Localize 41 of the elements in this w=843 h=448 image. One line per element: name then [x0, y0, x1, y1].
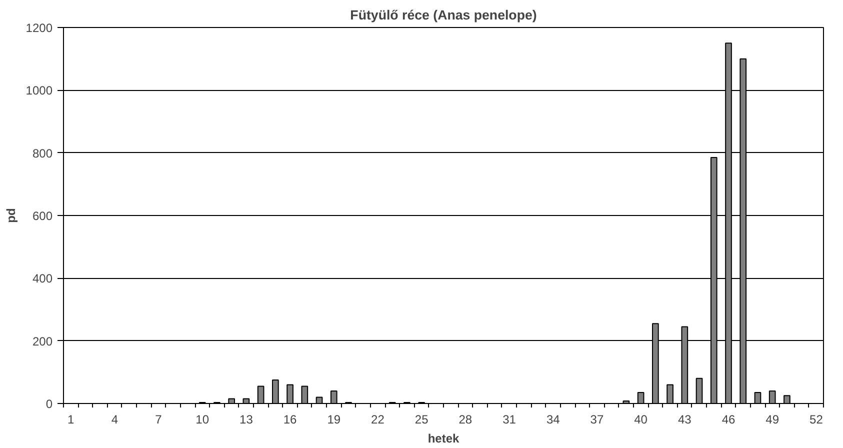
y-axis-title: pd	[4, 208, 18, 223]
x-tick-label: 49	[766, 412, 780, 426]
bar	[272, 380, 279, 404]
x-tick-label: 40	[634, 412, 648, 426]
bar	[696, 378, 703, 404]
x-tick-label: 1	[67, 412, 74, 426]
x-tick-label: 16	[283, 412, 298, 426]
x-tick-label: 31	[502, 412, 516, 426]
bar	[330, 390, 338, 404]
x-tick-label: 25	[414, 412, 429, 426]
bar	[768, 390, 776, 404]
x-tick-label: 28	[458, 412, 472, 426]
x-tick-label: 46	[722, 412, 736, 426]
bar	[666, 384, 674, 404]
bar	[257, 386, 264, 404]
chart-title: Fütyülő réce (Anas penelope)	[350, 8, 537, 22]
y-tick-label: 600	[32, 209, 53, 223]
x-tick-label: 19	[327, 412, 341, 426]
x-tick-label: 52	[810, 412, 824, 426]
y-tick-label: 0	[46, 397, 53, 411]
x-tick-label: 10	[196, 412, 210, 426]
x-tick-label: 22	[371, 412, 385, 426]
x-tick-label: 7	[155, 412, 162, 426]
x-tick-label: 4	[111, 412, 118, 426]
y-tick-label: 1200	[26, 21, 53, 35]
bar	[637, 392, 644, 404]
bar	[228, 398, 235, 404]
bar	[784, 395, 790, 404]
bar	[286, 384, 294, 404]
bar	[754, 392, 762, 404]
x-tick-label: 37	[590, 412, 604, 426]
bar	[301, 386, 308, 404]
x-tick-label: 34	[546, 412, 560, 426]
x-axis-title: hetek	[428, 432, 460, 446]
x-tick-label: 43	[678, 412, 692, 426]
y-tick-label: 400	[32, 272, 53, 286]
y-tick-label: 200	[32, 334, 53, 348]
y-tick-label: 1000	[26, 84, 53, 98]
x-tick-label: 13	[240, 412, 254, 426]
y-tick-label: 800	[32, 146, 53, 160]
bar	[316, 396, 323, 404]
